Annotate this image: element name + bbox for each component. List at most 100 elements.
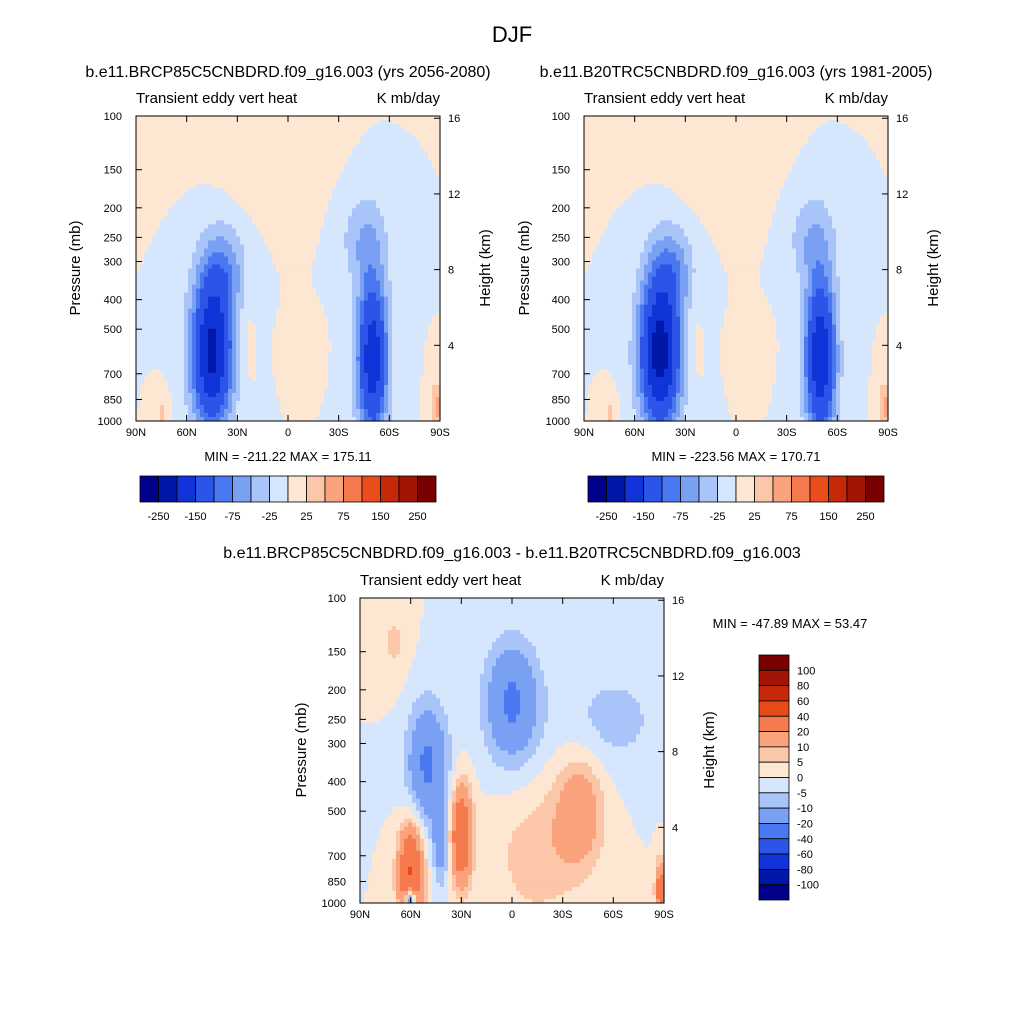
field-cell — [268, 172, 273, 177]
field-cell — [336, 196, 341, 201]
field-cell — [324, 284, 329, 290]
field-cell — [144, 296, 149, 302]
field-cell — [292, 180, 297, 185]
field-cell — [292, 340, 297, 346]
field-cell — [392, 264, 397, 270]
field-cell — [304, 252, 309, 258]
field-cell — [296, 236, 301, 241]
field-cell — [280, 360, 285, 366]
field-cell — [232, 256, 237, 262]
field-cell — [328, 228, 333, 233]
field-cell — [412, 128, 417, 133]
field-cell — [436, 136, 441, 141]
field-cell — [140, 140, 145, 145]
field-cell — [384, 344, 389, 350]
field-cell — [396, 180, 401, 185]
field-cell — [260, 316, 265, 322]
field-cell — [352, 200, 357, 205]
field-cell — [200, 260, 205, 266]
field-cell — [436, 372, 441, 378]
field-cell — [368, 240, 373, 246]
field-cell — [292, 320, 297, 326]
field-cell — [152, 204, 157, 209]
field-cell — [396, 136, 401, 141]
field-cell — [376, 356, 381, 362]
field-cell — [376, 136, 381, 141]
field-cell — [156, 372, 161, 378]
field-cell — [324, 176, 329, 181]
field-cell — [216, 344, 221, 350]
field-cell — [236, 196, 241, 201]
field-cell — [208, 160, 213, 165]
field-cell — [208, 220, 213, 225]
field-cell — [276, 248, 281, 254]
field-cell — [412, 352, 417, 358]
field-cell — [148, 264, 153, 270]
field-cell — [196, 148, 201, 153]
field-cell — [232, 284, 237, 290]
field-cell — [196, 372, 201, 378]
field-cell — [376, 164, 381, 169]
field-cell — [404, 304, 409, 310]
field-cell — [328, 320, 333, 326]
field-cell — [312, 124, 317, 129]
field-cell — [148, 368, 153, 374]
field-cell — [308, 184, 313, 189]
field-cell — [344, 360, 349, 366]
field-cell — [176, 228, 181, 233]
field-cell — [148, 160, 153, 165]
field-cell — [136, 312, 141, 318]
field-cell — [276, 116, 281, 121]
field-cell — [396, 264, 401, 270]
field-cell — [316, 172, 321, 177]
field-cell — [200, 164, 205, 169]
field-cell — [396, 164, 401, 169]
field-cell — [188, 140, 193, 145]
field-cell — [320, 328, 325, 334]
field-cell — [416, 120, 421, 125]
field-cell — [364, 164, 369, 169]
field-cell — [320, 216, 325, 221]
field-cell — [208, 320, 213, 326]
field-cell — [212, 156, 217, 161]
field-cell — [196, 312, 201, 318]
field-cell — [352, 260, 357, 266]
field-cell — [320, 240, 325, 246]
field-cell — [192, 176, 197, 181]
field-cell — [244, 300, 249, 306]
field-cell — [388, 268, 393, 274]
field-cell — [412, 364, 417, 370]
field-cell — [224, 200, 229, 205]
field-cell — [436, 356, 441, 362]
field-cell — [340, 228, 345, 233]
field-cell — [380, 168, 385, 173]
field-cell — [260, 180, 265, 185]
field-cell — [236, 280, 241, 286]
field-cell — [256, 180, 261, 185]
field-cell — [396, 244, 401, 250]
field-cell — [220, 200, 225, 205]
field-cell — [236, 340, 241, 346]
field-cell — [268, 196, 273, 201]
field-cell — [244, 164, 249, 169]
field-cell — [228, 344, 233, 350]
field-cell — [204, 328, 209, 334]
field-cell — [232, 160, 237, 165]
field-cell — [204, 148, 209, 153]
field-cell — [276, 348, 281, 354]
field-cell — [352, 352, 357, 358]
field-cell — [324, 184, 329, 189]
field-cell — [208, 224, 213, 229]
field-cell — [320, 208, 325, 213]
field-cell — [324, 196, 329, 201]
field-cell — [244, 264, 249, 270]
field-cell — [328, 124, 333, 129]
field-cell — [188, 376, 193, 382]
field-cell — [196, 268, 201, 274]
field-cell — [184, 336, 189, 342]
field-cell — [396, 200, 401, 205]
field-cell — [168, 240, 173, 246]
field-cell — [284, 116, 289, 121]
field-cell — [356, 156, 361, 161]
field-cell — [432, 236, 437, 241]
